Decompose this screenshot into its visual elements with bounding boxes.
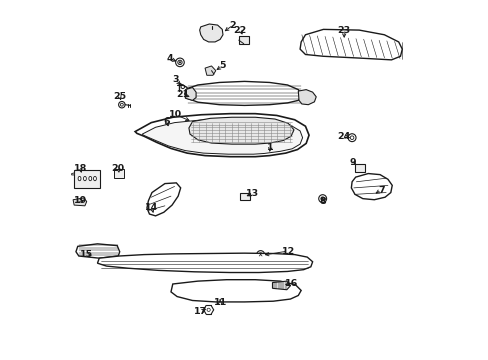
Polygon shape — [300, 30, 402, 60]
Polygon shape — [298, 90, 316, 105]
Text: 25: 25 — [113, 92, 126, 101]
Ellipse shape — [320, 197, 324, 201]
Text: 7: 7 — [377, 185, 384, 194]
Polygon shape — [188, 117, 293, 144]
Ellipse shape — [179, 62, 180, 63]
Polygon shape — [351, 174, 391, 200]
Ellipse shape — [256, 251, 264, 258]
Text: 24: 24 — [337, 132, 350, 141]
Polygon shape — [97, 253, 312, 273]
Ellipse shape — [349, 136, 353, 139]
Ellipse shape — [175, 58, 184, 67]
Polygon shape — [135, 114, 308, 157]
Bar — [354, 164, 364, 172]
Text: 21: 21 — [176, 90, 189, 99]
Text: 13: 13 — [245, 189, 259, 198]
Text: 6: 6 — [163, 117, 169, 126]
Text: 4: 4 — [166, 54, 173, 63]
Ellipse shape — [93, 176, 96, 181]
Polygon shape — [199, 24, 223, 42]
Ellipse shape — [165, 123, 172, 131]
Polygon shape — [272, 281, 290, 290]
Text: 12: 12 — [281, 247, 294, 256]
Text: 5: 5 — [219, 62, 225, 71]
Text: 19: 19 — [74, 196, 87, 205]
Ellipse shape — [167, 125, 170, 129]
Text: 15: 15 — [79, 250, 92, 259]
Polygon shape — [185, 87, 196, 100]
Text: 3: 3 — [172, 75, 179, 84]
Ellipse shape — [83, 176, 86, 181]
Text: 9: 9 — [349, 158, 355, 167]
Bar — [238, 36, 248, 44]
Bar — [74, 170, 100, 188]
Polygon shape — [184, 81, 301, 105]
Text: 11: 11 — [213, 298, 226, 307]
Polygon shape — [76, 244, 120, 258]
Polygon shape — [171, 280, 301, 302]
Polygon shape — [147, 183, 180, 216]
Text: 10: 10 — [169, 110, 182, 119]
Polygon shape — [72, 173, 74, 175]
Text: 2: 2 — [229, 21, 236, 30]
Polygon shape — [142, 119, 302, 154]
Text: 14: 14 — [145, 203, 158, 212]
Ellipse shape — [206, 308, 210, 311]
Ellipse shape — [258, 253, 262, 256]
Text: 20: 20 — [111, 164, 124, 173]
Bar — [240, 193, 250, 201]
Polygon shape — [73, 198, 86, 206]
Polygon shape — [204, 66, 215, 75]
Ellipse shape — [347, 134, 355, 141]
Text: 17: 17 — [194, 307, 207, 316]
Text: 8: 8 — [319, 197, 325, 206]
Text: 1: 1 — [266, 143, 273, 152]
Ellipse shape — [318, 195, 326, 203]
Ellipse shape — [78, 176, 81, 181]
Text: 23: 23 — [337, 26, 350, 35]
Ellipse shape — [89, 176, 92, 181]
Text: 18: 18 — [73, 164, 87, 173]
Text: 22: 22 — [233, 26, 246, 35]
Ellipse shape — [178, 60, 182, 64]
Bar — [113, 169, 124, 178]
Text: 16: 16 — [285, 279, 298, 288]
